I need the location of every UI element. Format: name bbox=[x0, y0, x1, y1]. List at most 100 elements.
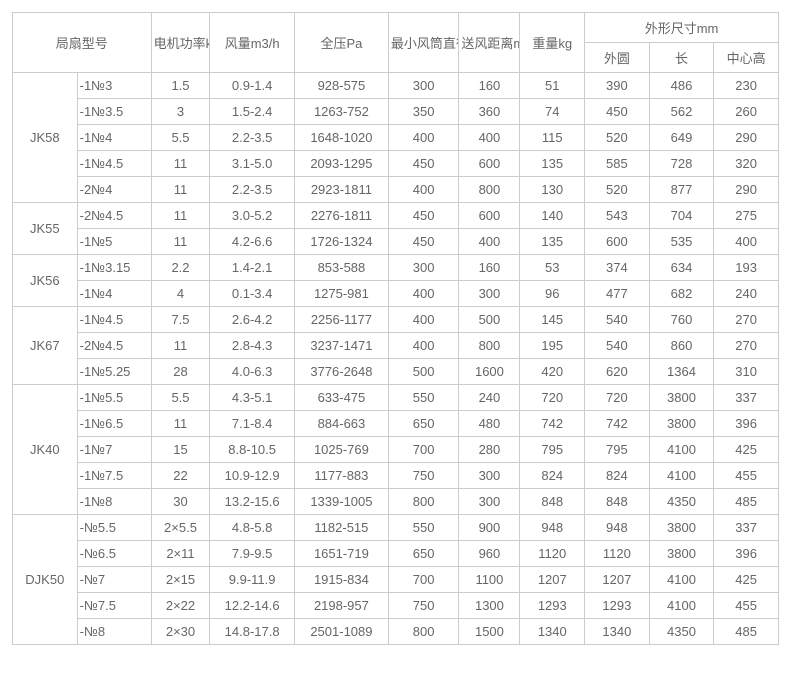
dim-length-cell: 535 bbox=[649, 229, 714, 255]
pressure-cell: 884-663 bbox=[294, 411, 388, 437]
distance-cell: 400 bbox=[459, 125, 520, 151]
airflow-cell: 0.9-1.4 bbox=[210, 73, 295, 99]
dim-center-cell: 320 bbox=[714, 151, 779, 177]
distance-cell: 1500 bbox=[459, 619, 520, 645]
pressure-cell: 2276-1811 bbox=[294, 203, 388, 229]
table-body: JK58-1№31.50.9-1.4928-575300160513904862… bbox=[13, 73, 779, 645]
diameter-cell: 450 bbox=[388, 151, 458, 177]
header-weight: 重量kg bbox=[520, 13, 585, 73]
dim-center-cell: 400 bbox=[714, 229, 779, 255]
power-cell: 11 bbox=[151, 203, 210, 229]
dim-center-cell: 275 bbox=[714, 203, 779, 229]
dim-length-cell: 4350 bbox=[649, 489, 714, 515]
airflow-cell: 14.8-17.8 bbox=[210, 619, 295, 645]
model-sub-cell: -1№4.5 bbox=[77, 307, 151, 333]
distance-cell: 900 bbox=[459, 515, 520, 541]
dim-center-cell: 230 bbox=[714, 73, 779, 99]
model-sub-cell: -2№4.5 bbox=[77, 333, 151, 359]
model-sub-cell: -1№6.5 bbox=[77, 411, 151, 437]
weight-cell: 824 bbox=[520, 463, 585, 489]
pressure-cell: 853-588 bbox=[294, 255, 388, 281]
diameter-cell: 400 bbox=[388, 307, 458, 333]
dim-outer-cell: 600 bbox=[585, 229, 650, 255]
pressure-cell: 1177-883 bbox=[294, 463, 388, 489]
power-cell: 2×22 bbox=[151, 593, 210, 619]
dim-length-cell: 3800 bbox=[649, 515, 714, 541]
dim-center-cell: 240 bbox=[714, 281, 779, 307]
weight-cell: 74 bbox=[520, 99, 585, 125]
airflow-cell: 7.9-9.5 bbox=[210, 541, 295, 567]
model-sub-cell: -№7.5 bbox=[77, 593, 151, 619]
airflow-cell: 4.0-6.3 bbox=[210, 359, 295, 385]
distance-cell: 300 bbox=[459, 489, 520, 515]
weight-cell: 948 bbox=[520, 515, 585, 541]
dim-outer-cell: 390 bbox=[585, 73, 650, 99]
pressure-cell: 1726-1324 bbox=[294, 229, 388, 255]
airflow-cell: 2.8-4.3 bbox=[210, 333, 295, 359]
model-group-cell: DJK50 bbox=[13, 515, 78, 645]
power-cell: 28 bbox=[151, 359, 210, 385]
distance-cell: 1300 bbox=[459, 593, 520, 619]
dim-length-cell: 682 bbox=[649, 281, 714, 307]
distance-cell: 400 bbox=[459, 229, 520, 255]
weight-cell: 96 bbox=[520, 281, 585, 307]
pressure-cell: 928-575 bbox=[294, 73, 388, 99]
dim-center-cell: 260 bbox=[714, 99, 779, 125]
power-cell: 11 bbox=[151, 229, 210, 255]
model-sub-cell: -№7 bbox=[77, 567, 151, 593]
header-model: 局扇型号 bbox=[13, 13, 152, 73]
dim-length-cell: 486 bbox=[649, 73, 714, 99]
power-cell: 2×11 bbox=[151, 541, 210, 567]
table-row: -2№4.5112.8-4.33237-14714008001955408602… bbox=[13, 333, 779, 359]
distance-cell: 480 bbox=[459, 411, 520, 437]
table-row: -1№5114.2-6.61726-1324450400135600535400 bbox=[13, 229, 779, 255]
dim-center-cell: 396 bbox=[714, 411, 779, 437]
dim-center-cell: 310 bbox=[714, 359, 779, 385]
model-sub-cell: -1№5 bbox=[77, 229, 151, 255]
header-distance: 送风距离m bbox=[459, 13, 520, 73]
distance-cell: 800 bbox=[459, 333, 520, 359]
dim-length-cell: 4100 bbox=[649, 463, 714, 489]
model-sub-cell: -1№3.5 bbox=[77, 99, 151, 125]
model-sub-cell: -№6.5 bbox=[77, 541, 151, 567]
distance-cell: 360 bbox=[459, 99, 520, 125]
distance-cell: 300 bbox=[459, 463, 520, 489]
diameter-cell: 400 bbox=[388, 177, 458, 203]
model-group-cell: JK56 bbox=[13, 255, 78, 307]
power-cell: 2×5.5 bbox=[151, 515, 210, 541]
distance-cell: 280 bbox=[459, 437, 520, 463]
model-group-cell: JK55 bbox=[13, 203, 78, 255]
dim-length-cell: 3800 bbox=[649, 385, 714, 411]
airflow-cell: 2.2-3.5 bbox=[210, 177, 295, 203]
table-row: -2№4112.2-3.52923-1811400800130520877290 bbox=[13, 177, 779, 203]
diameter-cell: 450 bbox=[388, 229, 458, 255]
dim-length-cell: 1364 bbox=[649, 359, 714, 385]
dim-length-cell: 3800 bbox=[649, 541, 714, 567]
diameter-cell: 750 bbox=[388, 463, 458, 489]
pressure-cell: 1182-515 bbox=[294, 515, 388, 541]
dim-outer-cell: 450 bbox=[585, 99, 650, 125]
dim-outer-cell: 520 bbox=[585, 177, 650, 203]
airflow-cell: 4.3-5.1 bbox=[210, 385, 295, 411]
table-row: -1№3.531.5-2.41263-75235036074450562260 bbox=[13, 99, 779, 125]
power-cell: 15 bbox=[151, 437, 210, 463]
weight-cell: 51 bbox=[520, 73, 585, 99]
pressure-cell: 2093-1295 bbox=[294, 151, 388, 177]
pressure-cell: 1339-1005 bbox=[294, 489, 388, 515]
weight-cell: 1120 bbox=[520, 541, 585, 567]
dim-center-cell: 455 bbox=[714, 593, 779, 619]
header-pressure: 全压Pa bbox=[294, 13, 388, 73]
dim-length-cell: 562 bbox=[649, 99, 714, 125]
power-cell: 11 bbox=[151, 411, 210, 437]
weight-cell: 195 bbox=[520, 333, 585, 359]
model-sub-cell: -1№5.5 bbox=[77, 385, 151, 411]
model-sub-cell: -2№4.5 bbox=[77, 203, 151, 229]
distance-cell: 300 bbox=[459, 281, 520, 307]
airflow-cell: 0.1-3.4 bbox=[210, 281, 295, 307]
distance-cell: 600 bbox=[459, 203, 520, 229]
weight-cell: 795 bbox=[520, 437, 585, 463]
diameter-cell: 500 bbox=[388, 359, 458, 385]
dim-outer-cell: 1340 bbox=[585, 619, 650, 645]
weight-cell: 135 bbox=[520, 229, 585, 255]
model-group-cell: JK67 bbox=[13, 307, 78, 385]
